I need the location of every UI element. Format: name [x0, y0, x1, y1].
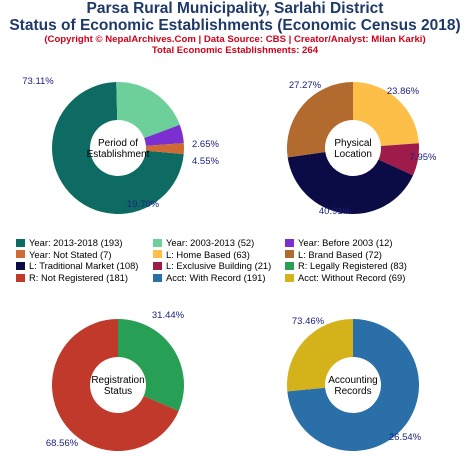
total-establishments: Total Economic Establishments: 264	[151, 45, 319, 56]
slice-r-not-registered	[52, 319, 179, 452]
legend-label: Year: Not Stated (7)	[29, 248, 112, 260]
legend-item: L: Brand Based (72)	[285, 249, 455, 260]
legend-swatch	[153, 273, 162, 282]
slice-percent-label: 2.65%	[192, 139, 219, 150]
copyright-line: (Copyright © NepalArchives.Com | Data So…	[44, 34, 426, 45]
slice-percent-label: 40.91%	[319, 206, 352, 217]
legend-swatch	[16, 273, 25, 282]
legend-item: L: Home Based (63)	[153, 249, 285, 260]
legend-label: L: Traditional Market (108)	[29, 260, 139, 272]
slice-acct-with-record	[287, 319, 419, 451]
legend-label: R: Legally Registered (83)	[298, 260, 407, 272]
legend-item: R: Not Registered (181)	[16, 272, 153, 283]
slice-year-not-stated	[145, 143, 184, 155]
donut-center-label: Period of	[98, 138, 138, 149]
donut-center-label: Records	[334, 386, 371, 397]
legend-label: Year: 2013-2018 (193)	[29, 237, 123, 249]
legend-item: Year: Before 2003 (12)	[285, 237, 455, 248]
legend-item: L: Traditional Market (108)	[16, 260, 153, 271]
legend-item: L: Exclusive Building (21)	[153, 260, 285, 271]
slice-year-2003-2013	[116, 82, 180, 139]
donut-center-label: Accounting	[328, 375, 377, 386]
legend-label: R: Not Registered (181)	[29, 272, 129, 284]
slice-percent-label: 19.70%	[127, 199, 160, 210]
legend-swatch	[285, 273, 294, 282]
legend-item: Year: Not Stated (7)	[16, 249, 153, 260]
legend-swatch	[285, 261, 294, 270]
slice-percent-label: 73.46%	[292, 316, 325, 327]
legend-label: Acct: Without Record (69)	[298, 272, 406, 284]
chart-header: Parsa Rural Municipality, Sarlahi Distri…	[0, 0, 470, 56]
donut-center-label: Status	[104, 386, 132, 397]
legend-swatch	[285, 238, 294, 247]
slice-percent-label: 4.55%	[192, 156, 219, 167]
donut-center-label: Location	[334, 149, 372, 160]
legend-label: L: Brand Based (72)	[298, 248, 382, 260]
legend-label: Year: Before 2003 (12)	[298, 237, 393, 249]
legend-swatch	[153, 238, 162, 247]
chart-title-line2: Status of Economic Establishments (Econo…	[9, 17, 461, 34]
legend-item: Year: 2013-2018 (193)	[16, 237, 153, 248]
legend-row: L: Traditional Market (108) L: Exclusive …	[16, 260, 466, 272]
donut-center-label: Establishment	[87, 149, 150, 160]
legend-item: Acct: With Record (191)	[153, 272, 285, 283]
legend-swatch	[285, 250, 294, 259]
slice-r-legally-registered	[118, 319, 184, 411]
legend-label: Acct: With Record (191)	[166, 272, 266, 284]
legend: Year: 2013-2018 (193) Year: 2003-2013 (52…	[16, 237, 466, 283]
slice-percent-label: 7.95%	[410, 152, 437, 163]
legend-swatch	[153, 261, 162, 270]
slice-l-traditional-market	[287, 151, 414, 214]
slice-percent-label: 27.27%	[289, 80, 322, 91]
legend-row: Year: 2013-2018 (193) Year: 2003-2013 (52…	[16, 237, 466, 249]
slice-percent-label: 23.86%	[387, 86, 420, 97]
legend-label: L: Home Based (63)	[166, 248, 250, 260]
donut-center-label: Registration	[91, 375, 144, 386]
legend-row: R: Not Registered (181) Acct: With Record…	[16, 272, 466, 284]
donut-center-label: Physical	[334, 138, 371, 149]
legend-swatch	[153, 250, 162, 259]
legend-item: Acct: Without Record (69)	[285, 272, 455, 283]
donut-period-of-establishment: 73.11% 19.70% 4.55% 2.65% Period ofEstablish…	[22, 76, 219, 215]
slice-percent-label: 73.11%	[22, 76, 54, 87]
slice-year-2013-2018	[52, 82, 184, 215]
legend-item: Year: 2003-2013 (52)	[153, 237, 285, 248]
slice-acct-without-record	[287, 319, 353, 392]
legend-item: R: Legally Registered (83)	[285, 260, 455, 271]
slice-l-exclusive-building	[378, 143, 420, 176]
legend-swatch	[16, 238, 25, 247]
legend-label: Year: 2003-2013 (52)	[166, 237, 255, 249]
legend-row: Year: Not Stated (7) L: Home Based (63) L:…	[16, 249, 466, 261]
chart-title-line1: Parsa Rural Municipality, Sarlahi Distri…	[86, 0, 384, 17]
legend-swatch	[16, 261, 25, 270]
slice-l-home-based	[353, 82, 419, 147]
legend-swatch	[16, 250, 25, 259]
slice-percent-label: 68.56%	[46, 438, 79, 449]
legend-label: L: Exclusive Building (21)	[166, 260, 272, 272]
slice-percent-label: 26.54%	[389, 432, 422, 443]
slice-percent-label: 31.44%	[152, 310, 185, 321]
slice-year-before-2003	[144, 124, 184, 146]
slice-l-brand-based	[287, 82, 353, 158]
